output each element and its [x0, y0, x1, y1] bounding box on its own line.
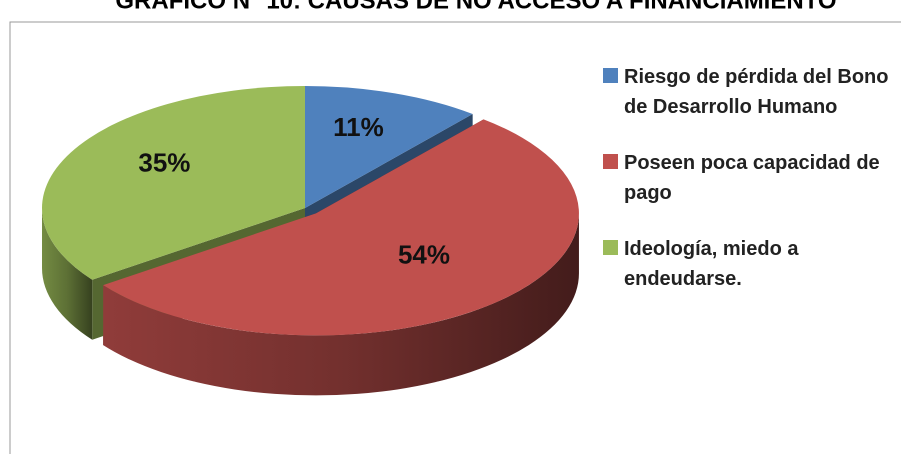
slice-side — [42, 208, 93, 340]
legend-item: Poseen poca capacidad de pago — [603, 148, 893, 208]
data-label: 35% — [138, 148, 190, 178]
legend-label: Riesgo de pérdida del Bono de Desarrollo… — [624, 66, 889, 118]
legend-swatch — [603, 68, 618, 83]
slice — [305, 86, 473, 208]
data-label: 11% — [333, 112, 384, 142]
data-label: 54% — [398, 240, 450, 270]
slice — [103, 119, 579, 336]
legend-label: Poseen poca capacidad de pago — [624, 152, 880, 204]
chart-frame — [9, 21, 901, 454]
slice-side — [103, 213, 579, 396]
chart-title: GRÁFICO N° 10: CAUSAS DE NO ACCESO A FIN… — [115, 0, 836, 14]
legend: Riesgo de pérdida del Bono de Desarrollo… — [603, 62, 893, 320]
slice — [42, 86, 306, 280]
legend-item: Ideología, miedo a endeudarse. — [603, 234, 893, 294]
legend-item: Riesgo de pérdida del Bono de Desarrollo… — [603, 62, 893, 122]
legend-swatch — [603, 154, 618, 169]
legend-swatch — [603, 240, 618, 255]
legend-label: Ideología, miedo a endeudarse. — [624, 238, 799, 290]
